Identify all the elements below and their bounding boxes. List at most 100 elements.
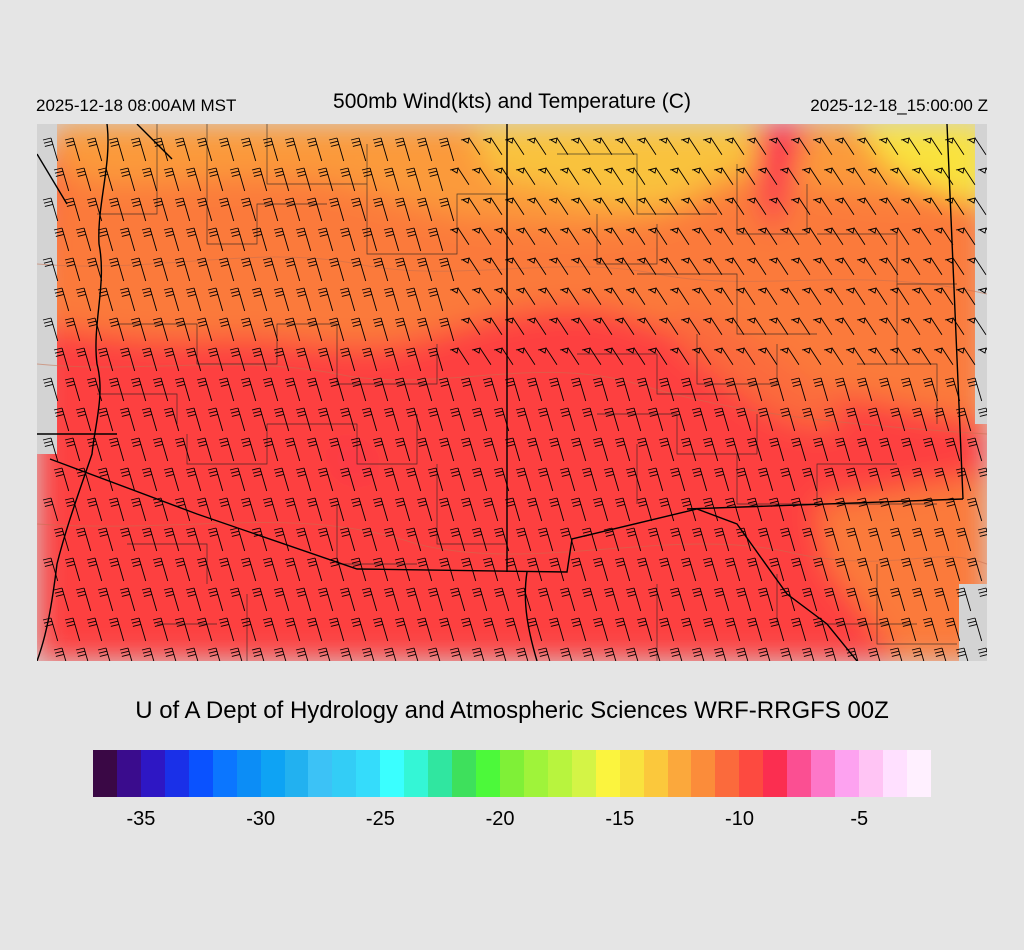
wind-barb bbox=[240, 137, 257, 162]
wind-barb bbox=[757, 287, 778, 305]
wind-barb bbox=[339, 227, 356, 252]
wind-barb bbox=[405, 647, 419, 661]
wind-barb bbox=[460, 137, 481, 155]
wind-barb bbox=[878, 377, 895, 402]
wind-barb bbox=[152, 317, 169, 342]
wind-barb bbox=[581, 287, 602, 305]
wind-barb bbox=[284, 617, 301, 642]
wind-barb bbox=[944, 617, 961, 642]
wind-barb bbox=[130, 317, 147, 342]
wind-barb bbox=[856, 197, 877, 215]
colorbar-swatch bbox=[260, 750, 285, 797]
wind-barb bbox=[53, 467, 70, 492]
wind-barb bbox=[790, 137, 811, 155]
wind-barb bbox=[240, 437, 257, 462]
wind-barb bbox=[405, 527, 422, 552]
wind-barb bbox=[427, 227, 444, 252]
wind-barb bbox=[515, 167, 536, 185]
wind-barb bbox=[647, 647, 661, 661]
wind-barb bbox=[86, 617, 103, 642]
chart-title: 500mb Wind(kts) and Temperature (C) bbox=[333, 90, 691, 113]
wind-barb bbox=[97, 467, 114, 492]
wind-barb bbox=[933, 527, 950, 552]
wind-barb bbox=[867, 167, 888, 185]
wind-barb bbox=[570, 497, 587, 522]
wind-barb bbox=[460, 497, 477, 522]
wind-barb bbox=[383, 647, 397, 661]
wind-barb bbox=[130, 377, 147, 402]
wind-barb bbox=[317, 227, 334, 252]
wind-barb bbox=[790, 317, 811, 335]
wind-barb bbox=[559, 467, 576, 492]
wind-barb bbox=[196, 377, 213, 402]
wind-barb bbox=[977, 227, 987, 234]
wind-barb bbox=[966, 617, 983, 642]
wind-barb bbox=[416, 437, 433, 462]
wind-barb bbox=[130, 617, 147, 642]
wind-barb bbox=[977, 287, 987, 294]
wind-barb bbox=[262, 437, 279, 462]
wind-barb bbox=[625, 227, 646, 245]
wind-barb bbox=[845, 587, 862, 612]
colorbar-swatch bbox=[452, 750, 476, 797]
wind-barb bbox=[108, 257, 125, 282]
wind-barb bbox=[218, 437, 235, 462]
wind-barb bbox=[42, 137, 59, 162]
wind-barb bbox=[933, 647, 947, 661]
wind-barb bbox=[691, 407, 708, 432]
wind-barb bbox=[449, 467, 466, 492]
wind-barb bbox=[878, 137, 899, 155]
wind-barb bbox=[955, 287, 976, 305]
wind-barb bbox=[460, 197, 481, 215]
wind-barb bbox=[119, 467, 136, 492]
colorbar-swatch bbox=[739, 750, 764, 797]
wind-barb bbox=[350, 437, 367, 462]
wind-barb bbox=[548, 437, 565, 462]
wind-barb bbox=[790, 257, 811, 275]
wind-barb bbox=[75, 587, 92, 612]
wind-barb bbox=[581, 587, 598, 612]
wind-barb bbox=[141, 347, 158, 372]
wind-barb bbox=[361, 347, 378, 372]
wind-barb bbox=[658, 497, 675, 522]
wind-barb bbox=[163, 407, 180, 432]
wind-barb bbox=[603, 467, 620, 492]
wind-barb bbox=[702, 137, 723, 155]
wind-barb bbox=[889, 407, 906, 432]
wind-barb bbox=[911, 227, 932, 245]
wind-barb bbox=[504, 497, 521, 522]
wind-barb bbox=[526, 257, 547, 275]
wind-barb bbox=[174, 197, 191, 222]
wind-barb bbox=[350, 317, 367, 342]
wind-barb bbox=[856, 617, 873, 642]
wind-barb bbox=[460, 617, 477, 642]
wind-barb bbox=[372, 377, 389, 402]
colorbar-swatch bbox=[380, 750, 405, 797]
wind-barb bbox=[229, 167, 246, 192]
wind-barb bbox=[328, 497, 345, 522]
wind-barb bbox=[834, 617, 851, 642]
wind-barb bbox=[405, 467, 422, 492]
temperature-colorbar bbox=[93, 750, 931, 797]
wind-barb bbox=[284, 557, 301, 582]
wind-barb bbox=[680, 437, 697, 462]
wind-barb bbox=[438, 377, 455, 402]
wind-barb bbox=[416, 257, 433, 282]
wind-barb bbox=[922, 437, 939, 462]
wind-barb bbox=[570, 557, 587, 582]
wind-barb bbox=[262, 377, 279, 402]
wind-barb bbox=[691, 227, 712, 245]
wind-barb bbox=[427, 347, 444, 372]
wind-barb bbox=[735, 167, 756, 185]
wind-barb bbox=[746, 497, 763, 522]
wind-barb bbox=[933, 227, 954, 245]
wind-barb bbox=[383, 527, 400, 552]
wind-barb bbox=[955, 347, 976, 365]
colorbar-swatch bbox=[787, 750, 812, 797]
wind-barb bbox=[702, 377, 719, 402]
wind-barb bbox=[669, 587, 686, 612]
wind-barb bbox=[108, 137, 125, 162]
wind-barb bbox=[427, 647, 441, 661]
wind-barb bbox=[339, 647, 353, 661]
wind-barb bbox=[911, 347, 932, 365]
